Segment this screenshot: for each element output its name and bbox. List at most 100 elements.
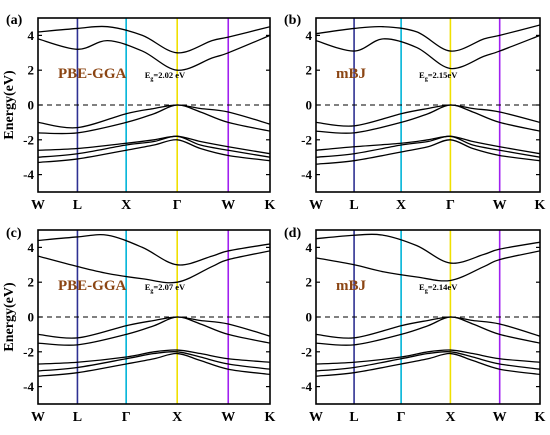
band-line	[316, 250, 540, 282]
band-panel-b: 4 2 0 -2 -4 W L X Γ W K (b) mBJ Eg=2.15eV	[284, 13, 546, 213]
gap-value: =2.14eV	[428, 282, 458, 292]
method-label: mBJ	[336, 278, 367, 294]
band-panel-c: 4 2 0 -2 -4 W L Γ X W K Energy(eV) (c) PBE-GGA Eg=2.07…	[2, 226, 276, 425]
k-point-label: W	[221, 410, 235, 425]
y-tick-label: 2	[306, 275, 313, 290]
band-line	[316, 104, 540, 134]
band-line	[38, 352, 270, 377]
panel-label: (c)	[6, 226, 22, 241]
band-line	[316, 316, 540, 339]
band-line	[316, 104, 540, 127]
band-line	[38, 34, 270, 71]
k-point-label: W	[31, 198, 45, 213]
k-point-label: K	[535, 198, 546, 213]
gap-symbol: E	[145, 70, 151, 80]
gap-subscript: g	[150, 289, 153, 295]
band-gap-annotation: Eg=2.02 eV	[145, 70, 186, 83]
k-point-label: W	[221, 198, 235, 213]
gap-subscript: g	[425, 77, 428, 83]
bands-group	[316, 233, 540, 377]
y-tick-label: 4	[28, 240, 35, 255]
band-line	[38, 316, 270, 339]
band-line	[38, 135, 270, 158]
k-point-label: K	[265, 410, 276, 425]
k-point-label: W	[309, 410, 323, 425]
k-point-label: X	[121, 198, 131, 213]
band-line	[316, 139, 540, 165]
band-line	[316, 24, 540, 52]
k-point-label: Γ	[122, 410, 131, 425]
k-point-label: Γ	[173, 198, 182, 213]
band-line	[38, 250, 270, 284]
panel-label: (b)	[284, 13, 301, 28]
k-point-label: L	[73, 198, 82, 213]
method-label: PBE-GGA	[58, 278, 127, 294]
band-line	[38, 104, 270, 129]
y-tick-label: 0	[306, 98, 313, 113]
plot-frame	[37, 229, 271, 405]
k-point-label: K	[265, 198, 276, 213]
k-point-label: X	[445, 410, 455, 425]
k-point-label: L	[349, 198, 358, 213]
k-point-label: L	[349, 410, 358, 425]
k-point-label: X	[172, 410, 182, 425]
band-line	[38, 351, 270, 372]
gap-subscript: g	[425, 289, 428, 295]
k-point-label: W	[309, 198, 323, 213]
band-panel-d: 4 2 0 -2 -4 W L Γ X W K (d) mBJ Eg=2.14eV	[284, 226, 546, 425]
k-point-label: W	[31, 410, 45, 425]
band-gap-annotation: Eg=2.07 eV	[145, 282, 186, 295]
y-tick-label: 2	[306, 63, 313, 78]
k-point-label: Γ	[397, 410, 406, 425]
y-tick-label: -2	[23, 132, 34, 147]
band-line	[38, 349, 270, 365]
y-tick-label: 0	[306, 310, 313, 325]
bands-group	[38, 25, 270, 164]
y-tick-label: 0	[28, 310, 35, 325]
k-point-label: Γ	[446, 198, 455, 213]
plot-frame	[37, 17, 271, 193]
y-tick-label: -4	[23, 167, 34, 182]
band-line	[316, 349, 540, 365]
k-point-label: W	[493, 410, 507, 425]
band-line	[316, 135, 540, 158]
panel-label: (d)	[284, 226, 301, 241]
band-line	[316, 351, 540, 372]
y-tick-label: 4	[306, 28, 313, 43]
bands-group	[316, 24, 540, 165]
band-line	[38, 316, 270, 346]
gap-symbol: E	[419, 282, 425, 292]
y-tick-label: 2	[28, 63, 35, 78]
band-line	[38, 233, 270, 266]
y-tick-label: 4	[28, 28, 35, 43]
y-tick-label: 0	[28, 98, 35, 113]
band-line	[38, 139, 270, 164]
y-tick-label: -2	[301, 344, 312, 359]
gap-value: =2.15eV	[428, 70, 458, 80]
k-point-label: L	[73, 410, 82, 425]
band-line	[38, 104, 270, 135]
band-line	[38, 25, 270, 54]
method-label: mBJ	[336, 66, 367, 82]
band-line	[316, 316, 540, 346]
band-gap-annotation: Eg=2.15eV	[419, 70, 458, 83]
y-axis-label: Energy(eV)	[2, 282, 17, 352]
band-line	[316, 352, 540, 377]
band-line	[316, 34, 540, 70]
y-tick-label: -2	[301, 132, 312, 147]
y-tick-label: -4	[23, 379, 34, 394]
gap-symbol: E	[145, 282, 151, 292]
y-tick-label: -4	[301, 167, 312, 182]
band-panel-a: 4 2 0 -2 -4 W L X Γ W K Energy(eV) (a) PBE-GGA Eg=2.02…	[2, 13, 276, 213]
y-tick-label: 4	[306, 240, 313, 255]
k-point-label: X	[396, 198, 406, 213]
band-gap-annotation: Eg=2.14eV	[419, 282, 458, 295]
y-axis-label: Energy(eV)	[2, 70, 17, 140]
gap-symbol: E	[419, 70, 425, 80]
method-label: PBE-GGA	[58, 66, 127, 82]
gap-value: =2.07 eV	[153, 282, 186, 292]
bands-group	[38, 233, 270, 377]
gap-subscript: g	[150, 77, 153, 83]
y-tick-label: 2	[28, 275, 35, 290]
